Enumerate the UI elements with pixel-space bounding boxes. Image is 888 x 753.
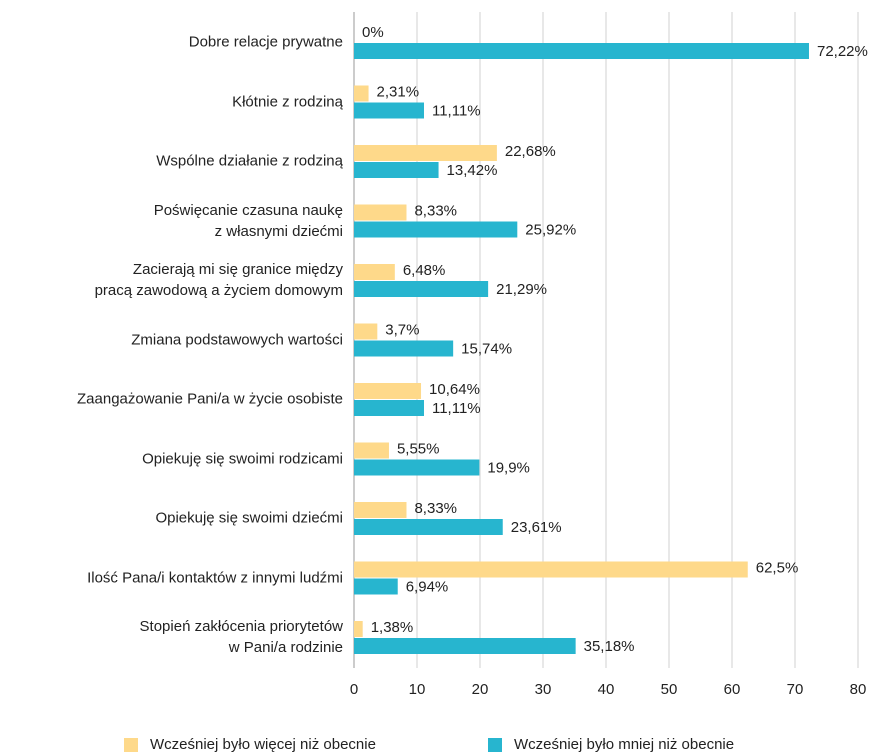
bar	[354, 323, 378, 340]
category-label: Zmiana podstawowych wartości	[131, 331, 343, 348]
legend-label: Wcześniej było mniej niż obecnie	[514, 736, 734, 753]
category-label: Zacierają mi się granice między pracą za…	[94, 261, 343, 299]
value-label: 8,33%	[414, 202, 457, 219]
value-label: 19,9%	[487, 459, 530, 476]
bar	[354, 145, 497, 161]
bar	[354, 221, 518, 238]
category-label: Zaangażowanie Pani/a w życie osobiste	[77, 390, 343, 408]
value-label: 35,18%	[584, 638, 635, 655]
bar	[354, 102, 424, 119]
category-label: Opiekuję się swoimi rodzicami	[142, 450, 343, 467]
bar	[354, 281, 489, 297]
legend-label: Wcześniej było więcej niż obecnie	[150, 736, 376, 753]
x-tick-label: 60	[724, 681, 741, 698]
value-label: 10,64%	[429, 381, 480, 398]
bar	[354, 621, 363, 637]
category-label: Poświęcanie czasuna naukę z własnymi dzi…	[153, 201, 343, 240]
bar	[354, 383, 422, 399]
bar	[354, 578, 398, 595]
value-label: 2,31%	[377, 83, 420, 100]
bar	[354, 442, 389, 459]
x-tick-label: 10	[409, 681, 426, 698]
legend-swatch	[488, 738, 502, 752]
value-label: 72,22%	[817, 43, 868, 60]
bar	[354, 459, 480, 476]
bar	[354, 43, 809, 59]
bar	[354, 204, 407, 221]
bar	[354, 162, 439, 178]
x-tick-label: 20	[472, 681, 489, 698]
value-label: 6,48%	[403, 262, 446, 279]
value-label: 1,38%	[371, 619, 414, 636]
bar	[354, 561, 748, 578]
category-label: Ilość Pana/i kontaktów z innymi ludźmi	[87, 569, 343, 586]
value-label: 0%	[362, 24, 384, 41]
value-label: 22,68%	[505, 143, 556, 160]
bar	[354, 85, 369, 102]
x-tick-label: 40	[598, 681, 615, 698]
x-tick-label: 0	[350, 681, 358, 698]
value-label: 62,5%	[756, 559, 799, 576]
value-label: 15,74%	[461, 340, 512, 357]
value-label: 5,55%	[397, 440, 440, 457]
bar	[354, 502, 407, 518]
x-tick-label: 50	[661, 681, 678, 698]
x-tick-label: 80	[850, 681, 867, 698]
category-label: Wspólne działanie z rodziną	[156, 152, 343, 170]
category-label: Opiekuję się swoimi dziećmi	[155, 509, 343, 527]
value-label: 25,92%	[525, 221, 576, 238]
value-label: 23,61%	[511, 519, 562, 536]
value-label: 6,94%	[406, 578, 449, 595]
value-label: 21,29%	[496, 281, 547, 298]
value-label: 13,42%	[447, 162, 498, 179]
bar	[354, 264, 395, 280]
bar	[354, 638, 576, 654]
category-label: Stopień zakłócenia priorytetów w Pani/a …	[139, 618, 343, 656]
bar	[354, 400, 424, 416]
x-tick-label: 30	[535, 681, 552, 698]
value-label: 3,7%	[385, 321, 419, 338]
x-tick-label: 70	[787, 681, 804, 698]
bar	[354, 340, 454, 357]
legend-swatch	[124, 738, 138, 752]
value-label: 11,11%	[432, 400, 481, 417]
value-label: 11,11%	[432, 102, 481, 119]
bar	[354, 519, 503, 535]
category-label: Dobre relacje prywatne	[188, 33, 343, 51]
category-label: Kłótnie z rodziną	[232, 93, 343, 110]
value-label: 8,33%	[414, 500, 457, 517]
